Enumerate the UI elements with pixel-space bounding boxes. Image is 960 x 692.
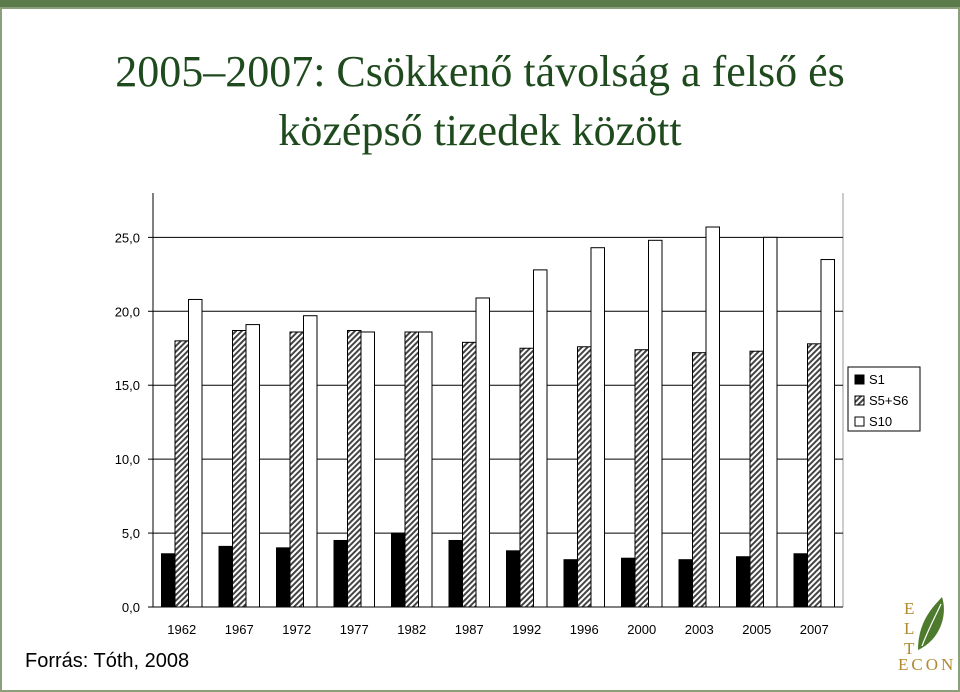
bar	[188, 298, 203, 608]
bar	[245, 324, 260, 608]
bar	[519, 347, 534, 608]
logo-letter: T	[904, 639, 915, 658]
bar	[347, 330, 362, 608]
bar	[289, 331, 304, 608]
legend-swatch	[854, 416, 865, 427]
title-line: 2005–2007: Csökkenő távolság a felső és	[115, 47, 845, 96]
bar	[736, 556, 751, 608]
logo-word: ECON	[898, 655, 956, 674]
x-tick-label: 2007	[800, 622, 829, 637]
legend-swatch	[854, 395, 865, 406]
legend-label: S1	[869, 372, 885, 387]
logo: E L T ECON	[898, 597, 956, 674]
slide-border	[0, 7, 960, 692]
title-line: középső tizedek között	[278, 106, 681, 155]
bar	[232, 330, 247, 608]
bar	[360, 331, 375, 608]
x-tick-label: 1972	[282, 622, 311, 637]
bar	[418, 331, 433, 608]
bar	[634, 349, 649, 608]
bar	[462, 341, 477, 608]
bar	[621, 557, 636, 608]
top-bar	[0, 0, 960, 8]
x-tick-label: 1962	[167, 622, 196, 637]
bar	[820, 259, 835, 608]
bar	[533, 269, 548, 608]
bar	[793, 553, 808, 608]
legend-label: S10	[869, 414, 892, 429]
bar	[276, 547, 291, 608]
bar	[590, 247, 605, 608]
y-tick-label: 15,0	[115, 378, 140, 393]
y-tick-label: 10,0	[115, 452, 140, 467]
bar	[563, 559, 578, 608]
bar	[391, 532, 406, 608]
logo-vein	[921, 603, 942, 647]
bar	[692, 352, 707, 608]
bar	[404, 331, 419, 608]
x-tick-label: 1996	[570, 622, 599, 637]
logo-letter: E	[904, 599, 914, 618]
bar	[807, 343, 822, 608]
legend-swatch	[854, 374, 865, 385]
bar	[577, 346, 592, 608]
bar	[448, 539, 463, 608]
bar	[506, 550, 521, 608]
x-tick-label: 1967	[225, 622, 254, 637]
y-tick-label: 0,0	[122, 600, 140, 615]
y-tick-label: 5,0	[122, 526, 140, 541]
x-tick-label: 2005	[742, 622, 771, 637]
x-tick-label: 2000	[627, 622, 656, 637]
bar	[218, 545, 233, 608]
bar	[648, 239, 663, 608]
x-tick-label: 1987	[455, 622, 484, 637]
bar	[678, 559, 693, 608]
legend-label: S5+S6	[869, 393, 908, 408]
x-tick-label: 1977	[340, 622, 369, 637]
x-tick-label: 2003	[685, 622, 714, 637]
bar	[749, 350, 764, 608]
bar	[705, 226, 720, 608]
bar	[303, 315, 318, 608]
bar	[161, 553, 176, 608]
logo-letter: L	[904, 619, 914, 638]
bar	[763, 236, 778, 608]
bar	[174, 340, 189, 608]
x-tick-label: 1992	[512, 622, 541, 637]
y-tick-label: 20,0	[115, 304, 140, 319]
source: Forrás: Tóth, 2008	[25, 650, 189, 672]
y-tick-label: 25,0	[115, 230, 140, 245]
bar	[475, 297, 490, 608]
x-tick-label: 1982	[397, 622, 426, 637]
bar	[333, 539, 348, 608]
